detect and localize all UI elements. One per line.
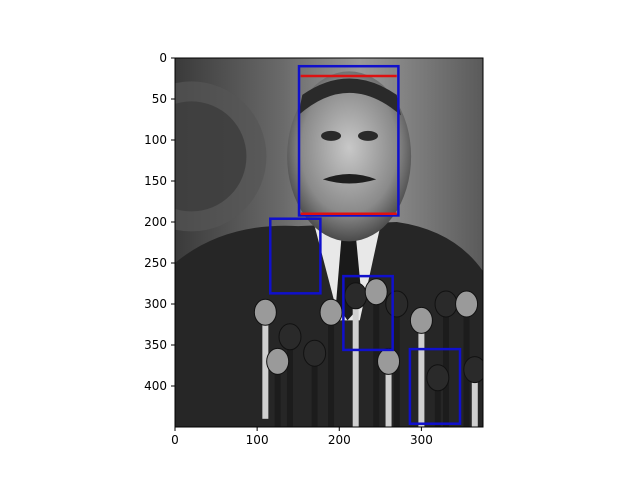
photo-mustache — [322, 174, 377, 184]
y-tick-label: 50 — [152, 92, 167, 106]
photo-microphone — [278, 323, 302, 427]
x-tick-label: 100 — [246, 433, 269, 447]
photo-microphone — [364, 278, 388, 427]
bounding-box — [408, 347, 462, 425]
photo-microphone — [266, 347, 290, 427]
photo-microphone — [253, 298, 277, 419]
photo-microphone — [319, 298, 343, 427]
y-tick-label: 100 — [144, 133, 167, 147]
photo-microphone — [344, 282, 368, 427]
photo-microphone — [463, 356, 483, 427]
x-tick-label: 200 — [328, 433, 351, 447]
y-tick-label: 150 — [144, 174, 167, 188]
annotation-overlay — [269, 64, 462, 425]
photo-hair — [298, 78, 401, 116]
y-tick-label: 0 — [159, 51, 167, 65]
bounding-box — [342, 274, 394, 352]
bounding-box — [269, 217, 322, 295]
photo-microphone — [426, 364, 450, 427]
x-axis: 0 100 200 300 — [171, 427, 433, 447]
y-tick-label: 300 — [144, 297, 167, 311]
photo-eye-left — [321, 130, 342, 141]
photo-microphone — [303, 339, 327, 427]
y-tick-label: 250 — [144, 256, 167, 270]
y-tick-label: 200 — [144, 215, 167, 229]
photo-image — [175, 58, 483, 427]
photo-eye-right — [358, 130, 379, 141]
axes-frame — [174, 57, 484, 428]
photo-microphone — [409, 306, 433, 427]
bounding-box — [297, 64, 400, 217]
x-tick-label: 300 — [410, 433, 433, 447]
photo-microphone — [377, 347, 401, 427]
y-tick-label: 350 — [144, 338, 167, 352]
y-tick-label: 400 — [144, 379, 167, 393]
photo-face — [287, 71, 412, 242]
x-tick-label: 0 — [171, 433, 179, 447]
y-axis: 0 50 100 150 200 250 300 350 400 — [144, 51, 175, 393]
photo-emblem-inner — [175, 101, 247, 212]
